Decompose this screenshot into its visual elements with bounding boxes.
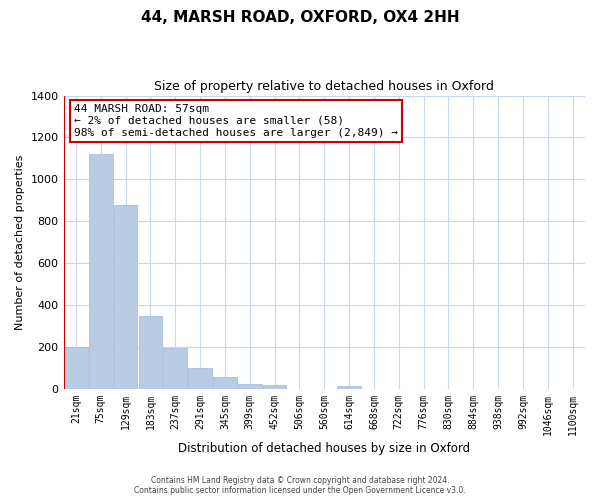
Bar bbox=[64, 347, 88, 389]
Text: Contains HM Land Registry data © Crown copyright and database right 2024.
Contai: Contains HM Land Registry data © Crown c… bbox=[134, 476, 466, 495]
Title: Size of property relative to detached houses in Oxford: Size of property relative to detached ho… bbox=[154, 80, 494, 93]
Bar bbox=[89, 154, 113, 389]
Bar bbox=[263, 386, 286, 389]
Bar bbox=[139, 316, 162, 389]
Text: 44 MARSH ROAD: 57sqm
← 2% of detached houses are smaller (58)
98% of semi-detach: 44 MARSH ROAD: 57sqm ← 2% of detached ho… bbox=[74, 104, 398, 138]
Bar bbox=[337, 386, 361, 389]
Bar bbox=[238, 384, 262, 389]
Y-axis label: Number of detached properties: Number of detached properties bbox=[15, 154, 25, 330]
Bar bbox=[114, 204, 137, 389]
X-axis label: Distribution of detached houses by size in Oxford: Distribution of detached houses by size … bbox=[178, 442, 470, 455]
Bar bbox=[188, 368, 212, 389]
Bar bbox=[213, 377, 237, 389]
Bar bbox=[163, 348, 187, 389]
Text: 44, MARSH ROAD, OXFORD, OX4 2HH: 44, MARSH ROAD, OXFORD, OX4 2HH bbox=[140, 10, 460, 25]
